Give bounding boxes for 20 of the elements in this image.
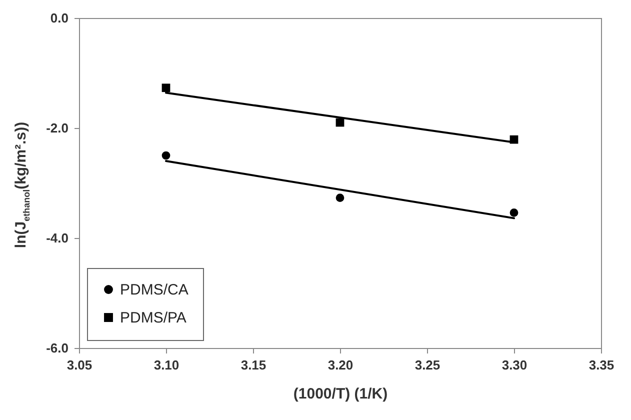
y-tick-label: -2.0 <box>46 120 68 136</box>
point <box>510 135 518 144</box>
y-tick-label: -4.0 <box>46 230 68 246</box>
point <box>510 208 518 217</box>
y-tick-label: -6.0 <box>46 340 68 356</box>
x-tick-label: 3.15 <box>240 358 266 372</box>
x-tick-label: 3.25 <box>414 358 440 372</box>
y-tick-label: 0.0 <box>50 10 68 26</box>
point <box>162 151 170 160</box>
x-tick-label: 3.35 <box>588 358 614 372</box>
point <box>336 194 344 202</box>
x-tick-label: 3.30 <box>502 358 528 372</box>
x-tick-label: 3.20 <box>328 358 354 372</box>
legend-label: PDMS/PA <box>120 310 186 326</box>
point <box>336 118 344 127</box>
x-axis-title: (1000/T) (1/K) <box>293 386 388 402</box>
x-tick-label: 3.05 <box>66 358 92 372</box>
x-tick-label: 3.10 <box>154 358 180 372</box>
point <box>162 84 170 92</box>
legend-label: PDMS/CA <box>120 282 188 298</box>
